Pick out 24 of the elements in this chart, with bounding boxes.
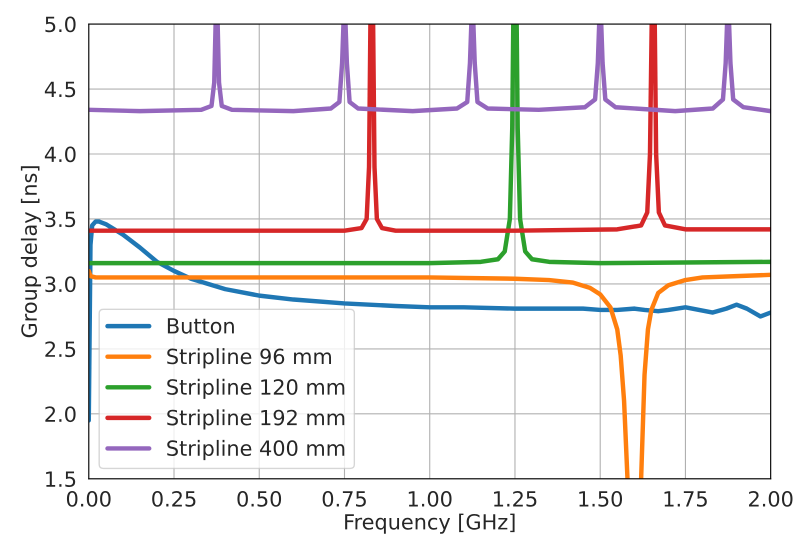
- x-tick-label: 2.00: [749, 491, 792, 507]
- x-axis-title: Frequency [GHz]: [345, 514, 515, 534]
- y-tick-label: 3.0: [45, 276, 76, 292]
- y-tick-label: 2.0: [45, 406, 76, 422]
- legend-label: Button: [168, 318, 234, 334]
- x-tick-label: 0.75: [322, 491, 366, 507]
- legend-label: Stripline 192 mm: [167, 409, 344, 430]
- legend-label: Stripline 120 mm: [167, 378, 344, 399]
- x-tick-label: 1.00: [408, 491, 452, 507]
- x-tick-label: 1.75: [664, 491, 707, 507]
- y-tick-label: 5.0: [45, 16, 76, 32]
- y-axis-title: Group delay [ns]: [20, 166, 42, 338]
- x-tick-label: 0.50: [237, 491, 282, 507]
- x-tick-label: 0.00: [66, 491, 111, 507]
- y-tick-label: 3.5: [45, 211, 76, 228]
- x-tick-label: 1.50: [579, 491, 622, 507]
- y-tick-label: 4.5: [44, 82, 76, 98]
- legend-label: Stripline 400 mm: [167, 440, 344, 460]
- legend-label: Stripline 96 mm: [167, 348, 331, 368]
- x-tick-label: 0.25: [152, 491, 196, 507]
- x-tick-label: 1.25: [494, 491, 536, 507]
- y-tick-label: 1.5: [46, 472, 76, 488]
- y-tick-label: 2.5: [45, 341, 76, 358]
- y-tick-label: 4.0: [44, 146, 76, 162]
